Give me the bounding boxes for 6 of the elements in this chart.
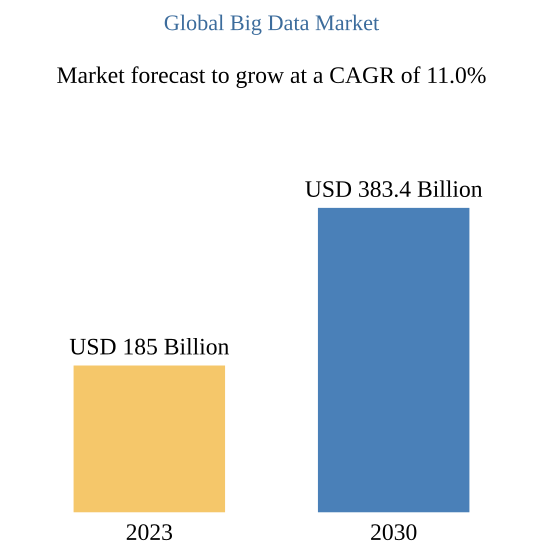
x-tick-label: 2030 bbox=[371, 524, 416, 540]
data-label: USD 383.4 Billion bbox=[305, 180, 482, 198]
x-tick-label: 2023 bbox=[126, 524, 172, 540]
chart-subtitle: Market forecast to grow at a CAGR of 11.0% bbox=[57, 66, 486, 88]
chart-title: Global Big Data Market bbox=[164, 14, 380, 35]
data-label: USD 185 Billion bbox=[70, 338, 229, 355]
